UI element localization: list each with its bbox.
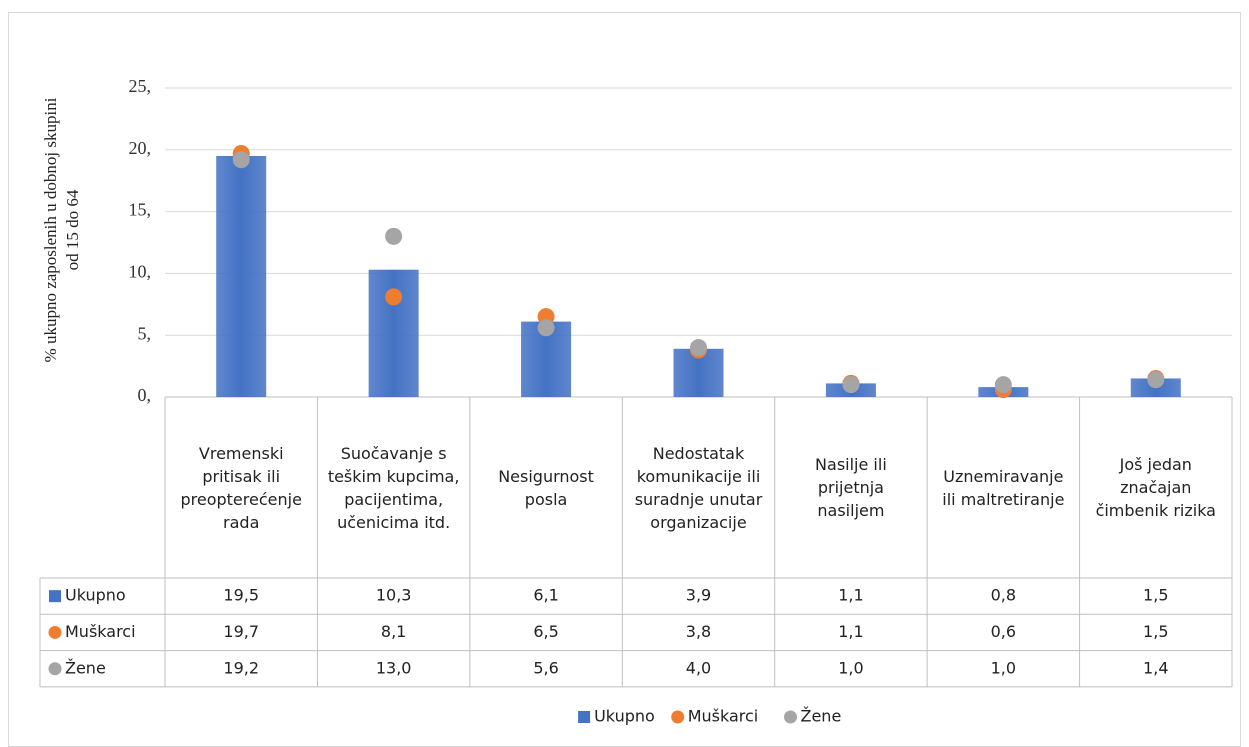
table-legend-marker [49,590,61,603]
x-tick-label: Suočavanje s teškim kupcima, pacijentima… [327,443,460,532]
x-tick-label: Nedostatak komunikacije ili suradnje unu… [634,443,763,532]
y-axis-title: % ukupno zaposlenih u dobnoj skupini od … [41,97,82,363]
table-legend-marker [48,625,62,639]
legend-marker [671,710,685,724]
y-tick-label: 15, [129,200,152,220]
y-tick-label: 20, [129,138,152,158]
chart-border [8,12,1241,747]
dot [1147,371,1165,389]
table-value: 1,0 [991,658,1016,677]
table-legend-marker [48,662,62,676]
table-value: 1,1 [838,586,863,605]
table-value: 1,5 [1143,586,1168,605]
dot [385,227,403,245]
table-value: 10,3 [376,586,412,605]
table-value: 19,7 [223,622,259,641]
y-tick-label: 10, [129,262,152,282]
table-series-name: Ukupno [65,586,126,605]
legend-label: Muškarci [688,707,759,726]
dot [842,376,860,394]
table-value: 6,1 [533,586,558,605]
table-value: 1,0 [838,658,863,677]
table-value: 1,1 [838,622,863,641]
table-value: 19,5 [223,586,259,605]
x-tick-label: Vremenski pritisak ili preopterećenje ra… [180,443,302,532]
dot [690,339,707,357]
table-value: 5,6 [533,658,558,677]
table-series-name: Muškarci [65,622,136,641]
table-value: 8,1 [381,622,406,641]
table-series-name: Žene [65,658,106,677]
legend-marker [578,711,591,723]
table-value: 6,5 [533,622,558,641]
table-value: 13,0 [376,658,412,677]
x-tick-label: Nesigurnost posla [498,466,594,509]
table-value: 4,0 [686,658,711,677]
dot [537,319,555,337]
dot [385,288,403,306]
dot [994,376,1012,394]
table-value: 1,4 [1143,658,1168,677]
legend-label: Žene [801,707,842,726]
table-value: 19,2 [223,658,259,677]
table-value: 3,8 [686,622,711,641]
y-tick-label: 0, [138,385,152,405]
x-tick-label: Nasilje ili prijetnja nasiljem [815,455,887,520]
legend-marker [784,710,797,724]
y-tick-label: 5, [138,323,152,343]
table-value: 3,9 [686,586,711,605]
x-tick-label: Još jedan značajan čimbenik rizika [1095,455,1216,520]
legend-label: Ukupno [594,707,655,726]
table-value: 0,8 [991,586,1016,605]
table-value: 0,6 [991,622,1016,641]
dot [232,151,250,169]
table-value: 1,5 [1143,622,1168,641]
bar [216,155,267,397]
x-tick-label: Uznemiravanje ili maltretiranje [942,466,1065,509]
y-tick-label: 25, [129,76,152,96]
